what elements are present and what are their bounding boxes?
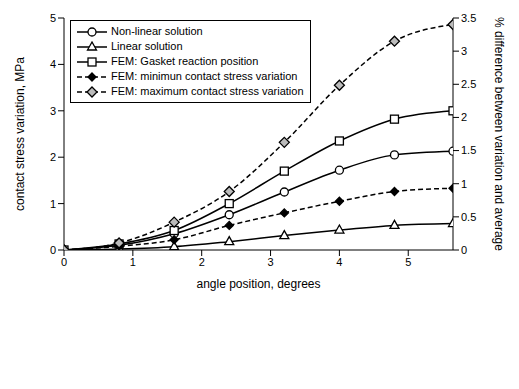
svg-text:1: 1 [50, 198, 56, 210]
svg-text:4: 4 [50, 58, 56, 70]
svg-text:5: 5 [50, 12, 56, 24]
svg-text:1: 1 [130, 256, 136, 268]
svg-text:angle position, degrees: angle position, degrees [196, 277, 320, 291]
svg-text:1: 1 [461, 178, 467, 190]
svg-text:3: 3 [50, 105, 56, 117]
html-text:FEM: Gasket reaction position: FEM: Gasket reaction position [111, 55, 259, 67]
svg-text:0.5: 0.5 [461, 211, 476, 223]
svg-text:0: 0 [61, 256, 67, 268]
svg-text:% difference between variation: % difference between variation and avera… [492, 17, 506, 251]
html-text:FEM: maximum contact stress va: FEM: maximum contact stress variation [111, 85, 304, 97]
svg-text:3: 3 [461, 45, 467, 57]
svg-text:1.5: 1.5 [461, 144, 476, 156]
svg-text:2: 2 [199, 256, 205, 268]
svg-text:3.5: 3.5 [461, 12, 476, 24]
svg-text:2: 2 [50, 151, 56, 163]
svg-text:5: 5 [405, 256, 411, 268]
svg-text:0: 0 [50, 244, 56, 256]
svg-text:contact stress variation, MPa: contact stress variation, MPa [13, 57, 27, 211]
svg-text:2: 2 [461, 111, 467, 123]
svg-text:2.5: 2.5 [461, 78, 476, 90]
svg-text:3: 3 [267, 256, 273, 268]
svg-text:0: 0 [461, 244, 467, 256]
html-text:FEM: minimun contact stress va: FEM: minimun contact stress variation [111, 70, 298, 82]
svg-text:4: 4 [336, 256, 342, 268]
html-text:Linear solution: Linear solution [111, 40, 183, 52]
html-text:Non-linear solution: Non-linear solution [111, 25, 203, 37]
